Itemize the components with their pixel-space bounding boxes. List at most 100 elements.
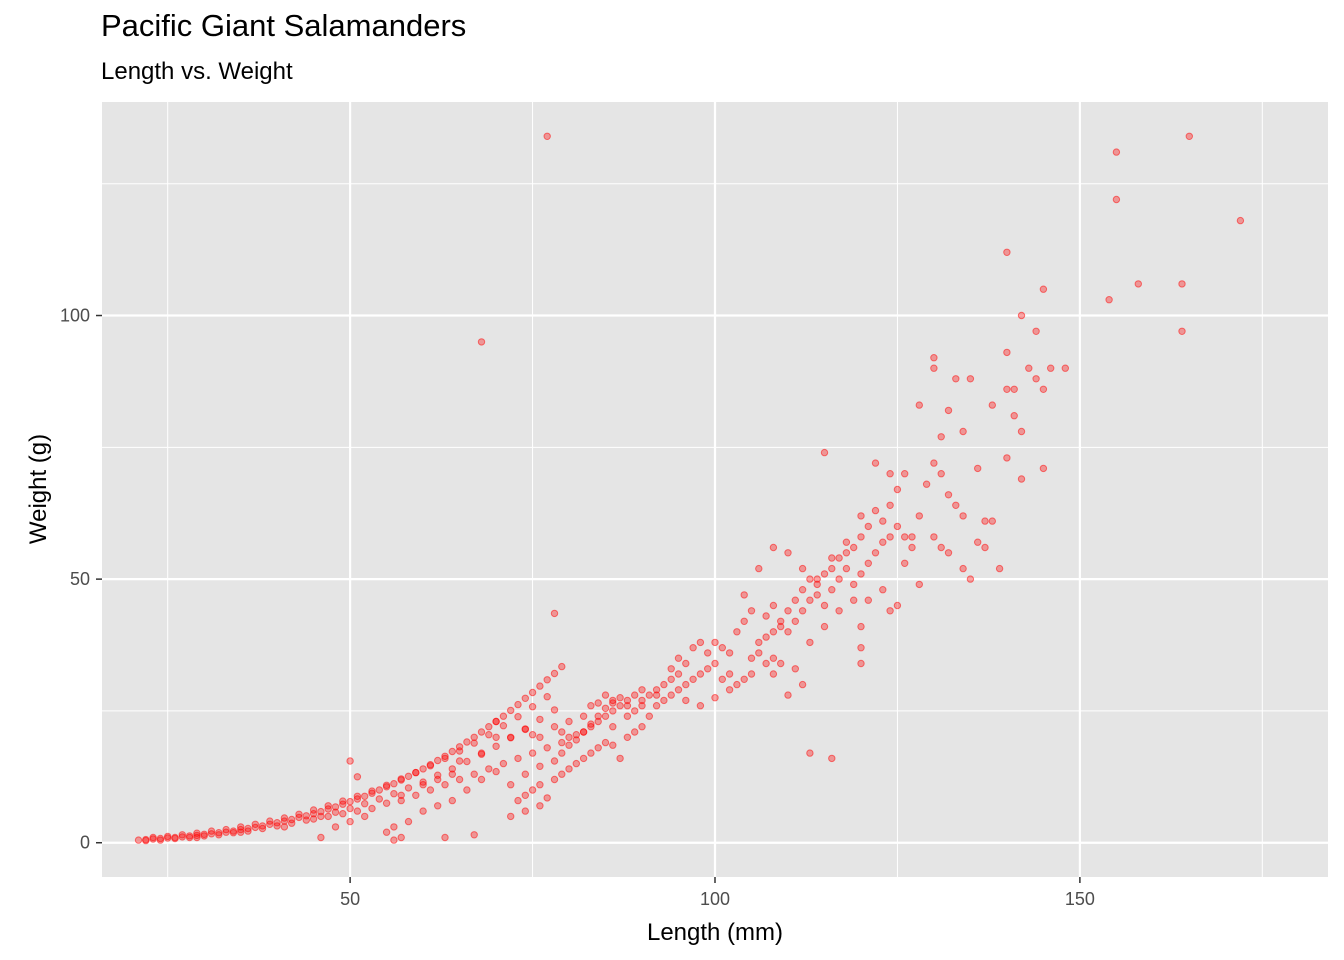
- data-point: [550, 609, 559, 618]
- data-point: [740, 617, 748, 625]
- data-point: [871, 459, 880, 467]
- data-point: [470, 831, 478, 839]
- data-point: [237, 825, 245, 834]
- data-point: [448, 770, 456, 778]
- data-point: [215, 831, 223, 839]
- data-point: [660, 680, 668, 689]
- data-point: [886, 470, 894, 478]
- data-point: [346, 804, 354, 813]
- data-point: [382, 799, 391, 807]
- data-point: [244, 827, 252, 835]
- data-point: [528, 731, 537, 739]
- data-point: [536, 715, 544, 724]
- data-point: [521, 770, 529, 778]
- data-point: [820, 570, 829, 578]
- data-point: [477, 338, 486, 346]
- data-point: [536, 682, 544, 690]
- data-point: [609, 699, 617, 707]
- data-point: [448, 747, 456, 756]
- data-point: [528, 688, 537, 697]
- data-point: [382, 781, 391, 789]
- data-point: [674, 670, 683, 678]
- data-point: [937, 433, 945, 441]
- data-point: [404, 772, 413, 780]
- data-point: [798, 564, 807, 573]
- data-point: [258, 824, 267, 833]
- data-point: [485, 765, 493, 773]
- data-point: [507, 733, 515, 741]
- data-point: [784, 691, 792, 699]
- data-point: [507, 812, 515, 821]
- data-point: [623, 702, 632, 710]
- data-point: [244, 824, 252, 833]
- data-point: [470, 739, 478, 747]
- data-point: [419, 765, 427, 773]
- data-point: [820, 601, 829, 610]
- data-point: [696, 702, 705, 710]
- data-point: [317, 833, 325, 842]
- data-point: [850, 580, 858, 589]
- data-point: [952, 501, 960, 509]
- major-gridlines: [102, 102, 1328, 877]
- data-point: [842, 564, 851, 573]
- data-point: [740, 591, 748, 599]
- data-point: [441, 754, 449, 763]
- data-point: [1032, 327, 1040, 335]
- data-point: [550, 669, 559, 678]
- data-point: [616, 694, 624, 702]
- data-point: [558, 662, 566, 671]
- data-point: [645, 712, 653, 720]
- data-point: [682, 680, 690, 689]
- data-point: [711, 659, 719, 668]
- data-point: [674, 686, 683, 694]
- data-point: [353, 792, 362, 800]
- data-point: [631, 728, 639, 736]
- data-point: [1134, 280, 1143, 288]
- data-point: [280, 814, 289, 822]
- data-point: [171, 834, 179, 843]
- data-point: [908, 543, 916, 552]
- data-point: [368, 804, 376, 813]
- data-point: [594, 712, 602, 720]
- data-point: [565, 717, 573, 726]
- chart-title: Pacific Giant Salamanders: [101, 8, 467, 43]
- data-point: [733, 628, 741, 636]
- data-point: [623, 696, 632, 705]
- data-point: [499, 759, 508, 768]
- data-point: [309, 810, 318, 818]
- data-point: [769, 670, 778, 678]
- data-point: [215, 829, 223, 837]
- data-point: [309, 815, 318, 823]
- data-point: [572, 759, 580, 768]
- data-point: [543, 676, 551, 684]
- data-point: [558, 728, 566, 736]
- data-point: [309, 806, 318, 814]
- data-point: [864, 596, 872, 604]
- data-point: [886, 501, 894, 509]
- data-point: [689, 644, 697, 652]
- data-point: [718, 644, 726, 652]
- data-point: [915, 580, 923, 589]
- data-point: [755, 564, 763, 573]
- data-point: [879, 538, 887, 546]
- data-point: [441, 752, 449, 760]
- data-point: [1032, 375, 1040, 383]
- data-point: [755, 638, 763, 647]
- data-point: [820, 622, 829, 631]
- data-point: [1003, 248, 1011, 257]
- data-point: [864, 559, 872, 567]
- data-point: [893, 601, 902, 610]
- data-point: [543, 744, 551, 752]
- data-point: [1047, 364, 1055, 372]
- data-point: [156, 836, 165, 844]
- data-point: [901, 559, 909, 567]
- data-point: [492, 733, 500, 741]
- data-point: [777, 622, 785, 631]
- data-point: [777, 617, 785, 625]
- data-point: [995, 564, 1004, 573]
- data-point: [368, 787, 376, 795]
- data-point: [266, 817, 274, 825]
- data-point: [550, 775, 559, 784]
- data-point: [857, 644, 865, 652]
- data-point: [295, 810, 303, 818]
